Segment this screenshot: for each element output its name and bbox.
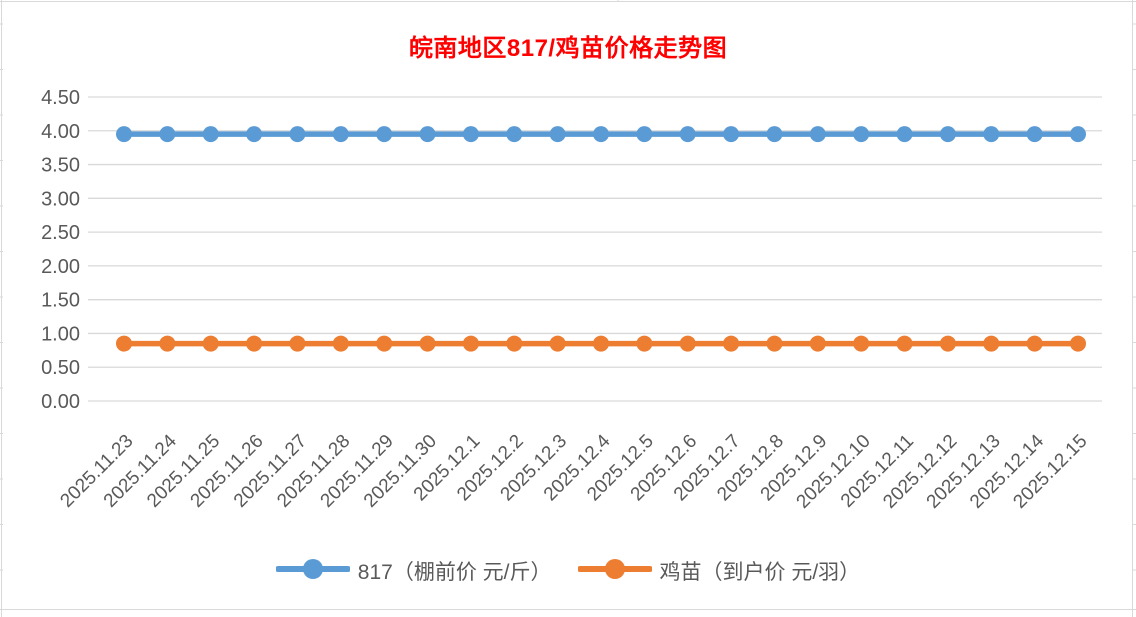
- data-point-marker-1: [246, 335, 263, 352]
- data-point-marker-0: [809, 126, 826, 143]
- data-point-marker-0: [1070, 126, 1086, 143]
- data-point-marker-0: [246, 126, 263, 143]
- data-point-marker-1: [1070, 335, 1086, 352]
- data-point-marker-1: [289, 335, 306, 352]
- y-axis-tick-label: 2.00: [41, 256, 80, 278]
- data-point-marker-1: [1026, 335, 1043, 352]
- data-point-marker-0: [116, 126, 132, 143]
- data-point-marker-1: [939, 335, 956, 352]
- data-point-marker-0: [896, 126, 913, 143]
- data-point-marker-0: [462, 126, 479, 143]
- y-axis-tick-label: 1.50: [41, 290, 80, 312]
- data-point-marker-1: [983, 335, 1000, 352]
- data-point-marker-0: [419, 126, 436, 143]
- y-axis-tick-label: 2.50: [41, 222, 80, 244]
- data-point-marker-0: [723, 126, 740, 143]
- data-point-marker-0: [506, 126, 523, 143]
- data-point-marker-1: [376, 335, 393, 352]
- y-axis-tick-label: 0.50: [41, 357, 80, 379]
- y-axis-tick-label: 3.50: [41, 155, 80, 177]
- y-axis-tick-label: 1.00: [41, 323, 80, 345]
- data-point-marker-0: [983, 126, 1000, 143]
- data-point-marker-0: [939, 126, 956, 143]
- data-point-marker-0: [679, 126, 696, 143]
- legend-marker-817-icon: [274, 558, 351, 585]
- data-point-marker-0: [549, 126, 566, 143]
- data-point-marker-0: [289, 126, 306, 143]
- data-point-marker-1: [332, 335, 349, 352]
- legend-item-jimiao: 鸡苗（到户价 元/羽）: [576, 556, 861, 586]
- y-axis-tick-label: 4.00: [41, 121, 80, 143]
- y-axis-tick-label: 0.00: [41, 391, 80, 413]
- data-point-marker-0: [202, 126, 219, 143]
- legend-marker-jimiao-icon: [576, 558, 653, 585]
- data-point-marker-0: [593, 126, 609, 143]
- data-point-marker-1: [462, 335, 479, 352]
- data-point-marker-0: [853, 126, 870, 143]
- data-point-marker-0: [159, 126, 176, 143]
- chart-title: 皖南地区817/鸡苗价格走势图: [408, 35, 728, 62]
- data-point-marker-1: [723, 335, 740, 352]
- legend-label-jimiao: 鸡苗（到户价 元/羽）: [659, 561, 861, 584]
- data-point-marker-0: [332, 126, 349, 143]
- data-point-marker-1: [116, 335, 132, 352]
- data-point-marker-1: [506, 335, 523, 352]
- legend-item-817: 817（棚前价 元/斤）: [274, 556, 552, 586]
- data-point-marker-1: [853, 335, 870, 352]
- y-axis-tick-label: 3.00: [41, 188, 80, 210]
- data-point-marker-1: [679, 335, 696, 352]
- data-point-marker-1: [593, 335, 609, 352]
- legend: 817（棚前价 元/斤） 鸡苗（到户价 元/羽）: [0, 553, 1136, 589]
- data-point-marker-1: [419, 335, 436, 352]
- data-point-marker-1: [549, 335, 566, 352]
- data-point-marker-1: [896, 335, 913, 352]
- data-point-marker-1: [202, 335, 219, 352]
- y-axis-tick-label: 4.50: [41, 87, 80, 109]
- data-point-marker-0: [376, 126, 393, 143]
- data-point-marker-0: [1026, 126, 1043, 143]
- data-point-marker-1: [766, 335, 783, 352]
- data-point-marker-1: [159, 335, 176, 352]
- legend-label-817: 817（棚前价 元/斤）: [357, 561, 552, 584]
- data-point-marker-0: [766, 126, 783, 143]
- data-point-marker-0: [636, 126, 653, 143]
- data-point-marker-1: [809, 335, 826, 352]
- data-point-marker-1: [636, 335, 653, 352]
